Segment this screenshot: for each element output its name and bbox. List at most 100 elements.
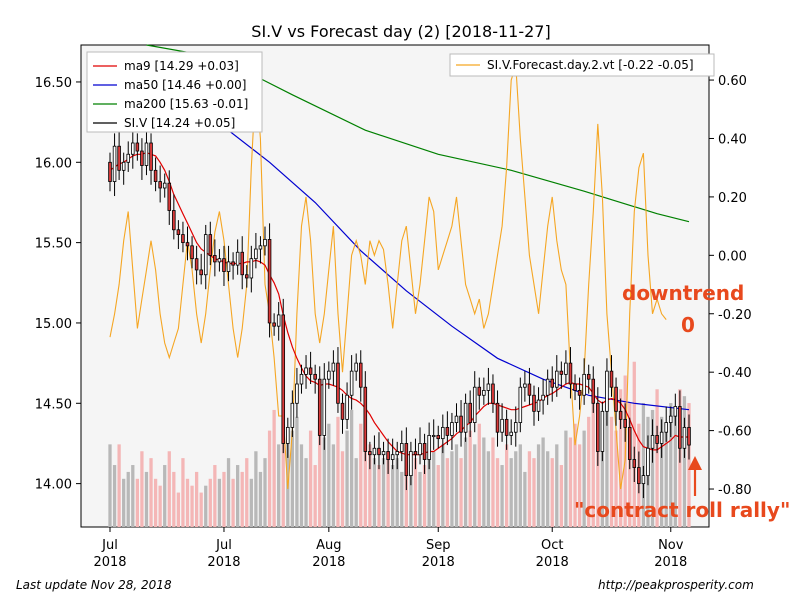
volume-bar: [509, 458, 513, 527]
right-tick-label: 0.60: [718, 74, 747, 89]
x-tick-label: Jul: [101, 538, 118, 553]
candle-body: [413, 451, 418, 456]
candle-body: [304, 367, 308, 375]
candle-body: [646, 447, 650, 476]
candle-body: [472, 386, 477, 423]
volume-bar: [577, 444, 582, 527]
candle-body: [559, 370, 564, 375]
candle-body: [504, 418, 509, 436]
candle-body: [454, 415, 459, 423]
volume-bar: [122, 478, 126, 527]
volume-bar: [413, 458, 418, 527]
volume-bar: [295, 416, 299, 527]
right-y-axis: -0.80 -0.60 -0.40 -0.20 0.00 0.20 0.40 0.60: [709, 74, 752, 498]
volume-bar: [600, 423, 605, 527]
left-tick-label: 14.50: [35, 397, 72, 412]
volume-bar: [272, 409, 276, 527]
right-tick-label: 0.20: [718, 191, 747, 206]
volume-bar: [340, 451, 345, 527]
volume-bar: [495, 458, 500, 527]
volume-bar: [240, 471, 244, 527]
volume-bar: [441, 444, 445, 527]
candle-body: [272, 322, 276, 327]
volume-bar: [322, 437, 326, 527]
candle-body: [235, 251, 240, 266]
volume-bar: [108, 444, 112, 527]
candle-body: [422, 443, 427, 460]
x-tick-year: 2018: [207, 555, 240, 570]
volume-bar: [687, 403, 691, 527]
candle-body: [605, 370, 609, 412]
volume-bar: [149, 458, 153, 527]
candle-body: [121, 161, 126, 171]
candle-body: [564, 362, 568, 375]
candle-body: [527, 383, 532, 396]
candle-body: [673, 406, 678, 417]
x-tick-label: Jul: [215, 538, 232, 553]
candle-body: [500, 418, 504, 433]
x-axis: Jul 2018 Jul 2018 Aug 2018 Sep 2018 Oct 2018 Nov 20…: [93, 527, 687, 570]
candle-body: [609, 370, 614, 388]
candle-body: [117, 145, 121, 171]
volume-bar: [299, 444, 304, 527]
candle-body: [495, 402, 500, 433]
candle-body: [418, 443, 422, 456]
volume-bar: [518, 444, 522, 527]
candle-body: [555, 370, 559, 388]
candle-body: [486, 383, 491, 391]
candle-body: [632, 459, 637, 468]
candle-body: [358, 362, 363, 388]
volume-bar: [194, 471, 199, 527]
candle-body: [491, 383, 495, 404]
volume-bar: [204, 485, 208, 527]
candle-body: [299, 373, 304, 385]
candle-body: [317, 378, 322, 436]
candle-body: [249, 258, 254, 279]
volume-bar: [568, 437, 573, 527]
volume-bar: [673, 409, 677, 527]
candle-body: [295, 383, 299, 404]
candle-body: [459, 415, 463, 433]
volume-bar: [354, 458, 358, 527]
candle-body: [363, 386, 368, 452]
volume-bar: [523, 471, 527, 527]
annotation-zero: 0: [681, 313, 695, 337]
candle-body: [240, 251, 244, 276]
volume-bar: [463, 437, 468, 527]
candle-body: [627, 426, 632, 460]
volume-bar: [135, 478, 139, 527]
candle-body: [668, 415, 673, 423]
legend-right-box: [449, 53, 715, 77]
volume-bar: [176, 492, 181, 527]
volume-bar: [368, 444, 372, 527]
volume-bar: [181, 458, 185, 527]
candle-body: [482, 390, 486, 396]
volume-bar: [349, 409, 354, 527]
candle-body: [286, 426, 290, 444]
candle-body: [637, 467, 641, 485]
candle-body: [208, 234, 213, 256]
volume-bar: [386, 451, 390, 527]
chart-title: SI.V vs Forecast day (2) [2018-11-27]: [251, 22, 550, 41]
candle-body: [390, 454, 395, 460]
legend-siv-label: SI.V [14.24 +0.05]: [124, 116, 235, 130]
candle-body: [181, 234, 185, 244]
candle-body: [290, 402, 295, 428]
forecast-path: [109, 65, 667, 490]
volume-bar: [587, 416, 591, 527]
volume-bar: [258, 471, 263, 527]
candle-body: [162, 182, 167, 189]
candle-body: [276, 314, 281, 327]
candle-body: [659, 431, 664, 444]
candle-body: [450, 422, 454, 436]
candle-body: [313, 373, 317, 380]
volume-bar: [459, 458, 463, 527]
legend-ma200-label: ma200 [15.63 -0.01]: [124, 97, 248, 111]
candle-body: [386, 451, 390, 460]
volume-bar: [277, 444, 281, 527]
candle-body: [331, 362, 336, 372]
volume-bar: [514, 451, 518, 527]
volume-bar: [126, 471, 130, 527]
candle-body: [203, 234, 208, 276]
